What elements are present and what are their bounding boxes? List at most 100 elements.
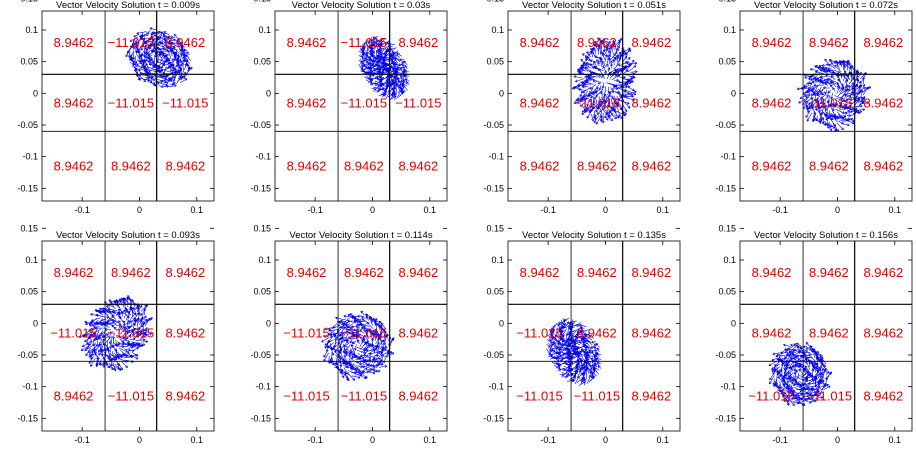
x-tick-label: 0 [603,435,608,445]
cell-value-label: 8.9462 [54,389,94,404]
cell-value-label: 8.9462 [54,159,94,174]
x-tick-label: 0.1 [191,205,204,215]
cell-value-label: −11.015 [50,325,96,340]
x-tick-label: 0 [835,205,840,215]
cell-value-label: 8.9462 [398,389,438,404]
y-tick-label: -0.1 [488,382,504,392]
x-tick-label: 0 [137,205,142,215]
cell-value-label: 8.9462 [863,95,903,110]
axes-frame [507,240,681,432]
y-tick-label: 0.1 [258,25,271,35]
cell-value-label: −11.015 [108,325,154,340]
cell-value-label: −11.015 [806,95,852,110]
y-tick-label: -0.1 [255,382,271,392]
y-tick-label: 0.05 [253,287,271,297]
y-tick-label: 0.05 [486,287,504,297]
y-tick-label: -0.05 [483,350,504,360]
cell-value-label: 8.9462 [398,35,438,50]
y-tick-label: -0.05 [250,120,271,130]
cell-value-label: 8.9462 [54,35,94,50]
cell-value-label: 8.9462 [165,159,205,174]
y-tick-label: 0.1 [25,25,38,35]
plot-title: Vector Velocity Solution t = 0.051s [522,0,666,11]
cell-value-label: 8.9462 [287,159,327,174]
y-tick-label: 0.05 [20,57,38,67]
y-tick-label: -0.15 [17,183,38,193]
y-tick-label: -0.15 [483,183,504,193]
cell-value-label: 8.9462 [631,325,671,340]
y-tick-label: 0 [499,88,504,98]
cell-value-label: −11.015 [283,389,329,404]
x-tick-label: 0.1 [657,435,670,445]
cell-value-label: 8.9462 [631,389,671,404]
x-tick-label: -0.1 [307,435,323,445]
y-tick-label: 0.1 [723,25,736,35]
cell-value-label: 8.9462 [287,265,327,280]
cell-value-label: −11.015 [516,325,562,340]
y-tick-label: 0.15 [486,223,504,233]
plot-title: Vector Velocity Solution t = 0.093s [56,230,200,241]
y-tick-label: 0.05 [718,287,736,297]
cell-value-label: 8.9462 [631,159,671,174]
cell-value-label: −11.015 [806,389,852,404]
cell-value-label: 8.9462 [398,265,438,280]
y-tick-label: 0.15 [20,0,38,3]
cell-value-label: 8.9462 [809,325,849,340]
cell-value-label: −11.015 [341,35,387,50]
cell-value-label: 8.9462 [863,265,903,280]
x-tick-label: 0.1 [889,205,902,215]
vector-plot-7: Vector Velocity Solution t = 0.135s 8.946… [483,223,681,445]
axes-frame [274,10,448,202]
y-tick-label: -0.15 [250,183,271,193]
x-tick-label: -0.1 [74,205,90,215]
y-tick-label: 0.15 [253,223,271,233]
cell-value-label: −11.015 [341,389,387,404]
y-tick-label: -0.05 [483,120,504,130]
x-tick-label: -0.1 [772,435,788,445]
cell-value-label: 8.9462 [165,325,205,340]
x-tick-label: -0.1 [540,205,556,215]
y-tick-label: -0.1 [720,382,736,392]
y-tick-label: 0.1 [491,255,504,265]
cell-value-label: −11.015 [108,95,154,110]
cell-value-label: 8.9462 [752,325,792,340]
y-tick-label: -0.05 [17,350,38,360]
y-tick-label: 0.05 [718,57,736,67]
cell-value-label: 8.9462 [344,159,384,174]
velocity-vectors [321,310,395,382]
cell-value-label: −11.015 [341,95,387,110]
cell-value-label: 8.9462 [631,265,671,280]
cell-value-label: −11.015 [516,389,562,404]
y-tick-label: -0.15 [715,183,736,193]
x-tick-label: 0 [137,435,142,445]
cell-value-label: −11.015 [748,389,794,404]
cell-value-label: 8.9462 [111,265,151,280]
x-tick-label: -0.1 [74,435,90,445]
vector-plot-6: Vector Velocity Solution t = 0.114s 8.946… [250,223,448,445]
cell-value-label: 8.9462 [809,35,849,50]
cell-value-label: 8.9462 [752,265,792,280]
y-tick-label: 0.05 [253,57,271,67]
cell-value-label: 8.9462 [398,325,438,340]
cell-value-label: 8.9462 [752,159,792,174]
cell-value-label: 8.9462 [809,159,849,174]
cell-value-label: 8.9462 [165,35,205,50]
y-tick-label: 0.15 [718,223,736,233]
vector-plot-8: Vector Velocity Solution t = 0.156s 8.946… [715,223,913,445]
y-tick-label: -0.1 [255,152,271,162]
cell-value-label: 8.9462 [520,159,560,174]
cell-value-label: 8.9462 [752,95,792,110]
cell-value-label: 8.9462 [287,35,327,50]
vector-plot-1: Vector Velocity Solution t = 0.009s 8.946… [17,0,215,215]
y-tick-label: -0.15 [17,413,38,423]
x-tick-label: 0.1 [657,205,670,215]
y-tick-label: -0.05 [250,350,271,360]
y-tick-label: 0 [499,318,504,328]
cell-value-label: −11.015 [108,389,154,404]
y-tick-label: 0.15 [253,0,271,3]
y-tick-label: 0 [266,318,271,328]
cell-value-label: 8.9462 [344,265,384,280]
y-tick-label: -0.05 [17,120,38,130]
axes-frame [739,10,913,202]
y-tick-label: 0.1 [491,25,504,35]
